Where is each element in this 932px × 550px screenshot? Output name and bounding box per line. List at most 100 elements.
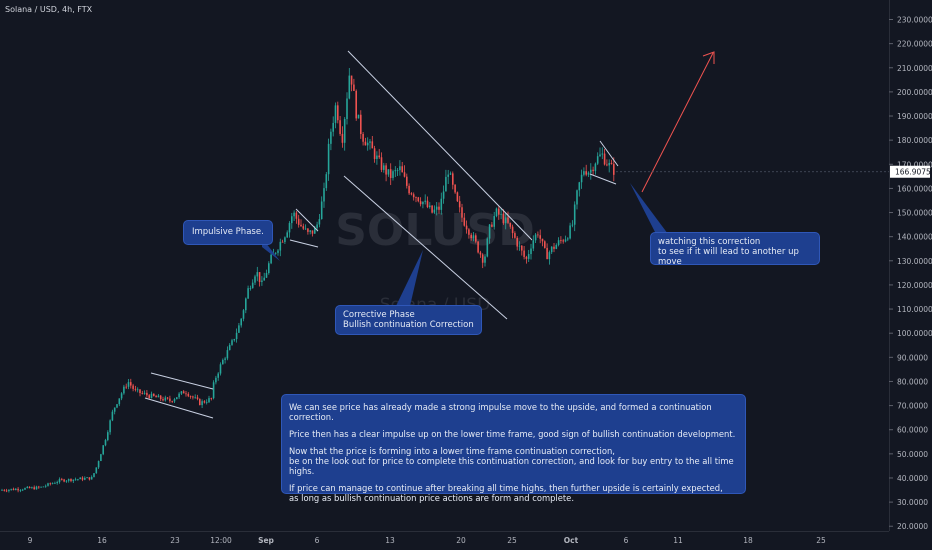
candle-body xyxy=(164,397,167,401)
candle-body xyxy=(288,223,291,233)
trend-line[interactable] xyxy=(589,173,617,185)
x-tick-label: 13 xyxy=(385,536,395,545)
candle-body xyxy=(26,486,29,488)
candle-body xyxy=(461,207,463,218)
candle-body xyxy=(442,191,445,199)
candle-body xyxy=(222,359,224,365)
candle-body xyxy=(410,193,413,195)
y-tick-label: 230.0000 xyxy=(897,16,932,25)
candle-body xyxy=(24,487,26,490)
candle-body xyxy=(77,479,79,480)
candle-body xyxy=(28,486,31,489)
candle-body xyxy=(555,244,558,249)
candle-body xyxy=(185,393,187,395)
candle-body xyxy=(350,75,353,85)
candle-body xyxy=(343,119,346,143)
candle-body xyxy=(182,391,185,394)
watching-callout: watching this correction to see if it wi… xyxy=(650,232,820,267)
candle-body xyxy=(339,120,341,134)
candle-body xyxy=(509,222,512,227)
candle-body xyxy=(470,234,472,239)
candle-body xyxy=(580,174,583,183)
candle-body xyxy=(435,206,438,210)
candle-body xyxy=(314,227,316,234)
candle-body xyxy=(500,213,502,215)
candle-body xyxy=(19,489,22,491)
candle-body xyxy=(440,198,443,210)
candle-body xyxy=(392,171,394,178)
candle-body xyxy=(493,216,495,227)
candle-body xyxy=(371,141,374,149)
candle-body xyxy=(67,478,70,481)
candle-body xyxy=(327,143,330,175)
candle-body xyxy=(360,114,362,134)
candle-body xyxy=(495,208,498,217)
candle-body xyxy=(369,141,371,143)
y-tick-label: 120.0000 xyxy=(897,281,932,290)
y-tick-label: 40.0000 xyxy=(897,474,928,483)
candle-body xyxy=(544,241,546,248)
candle-body xyxy=(603,153,606,165)
candle-body xyxy=(539,235,541,239)
symbol-title: Solana / USD, 4h, FTX xyxy=(5,5,93,14)
candle-body xyxy=(100,454,102,462)
candle-body xyxy=(514,233,516,238)
forecast-arrow[interactable] xyxy=(641,52,714,193)
candle-body xyxy=(81,477,84,480)
candle-body xyxy=(449,173,452,175)
trend-line[interactable] xyxy=(150,372,214,390)
candle-body xyxy=(553,246,555,249)
candle-body xyxy=(518,245,521,247)
candle-body xyxy=(592,169,594,172)
candle-body xyxy=(180,391,183,394)
candle-body xyxy=(304,228,307,230)
candle-body xyxy=(463,217,466,226)
trend-line[interactable] xyxy=(347,50,533,241)
candle-body xyxy=(176,397,178,400)
candle-body xyxy=(504,217,507,224)
trend-line[interactable] xyxy=(343,175,508,320)
candle-body xyxy=(569,225,571,239)
candle-body xyxy=(127,382,130,387)
candle-body xyxy=(70,478,72,482)
watching-line-2: to see if it will lead to another up mov… xyxy=(658,247,799,267)
candle-body xyxy=(286,232,288,238)
candle-body xyxy=(247,288,249,299)
summary-line: If price can manage to continue after br… xyxy=(289,483,723,493)
candle-body xyxy=(63,479,65,482)
candle-body xyxy=(332,122,334,132)
summary-line: as long as bullish continuation price ac… xyxy=(289,493,574,503)
trend-line[interactable] xyxy=(289,239,319,248)
trend-line[interactable] xyxy=(295,208,319,232)
trend-lines[interactable] xyxy=(144,50,619,419)
candle-body xyxy=(263,277,265,281)
candle-body xyxy=(233,339,236,341)
candle-body xyxy=(159,395,162,400)
candle-body xyxy=(141,393,144,394)
candle-body xyxy=(146,392,148,396)
candle-body xyxy=(116,404,118,408)
x-tick-label: 6 xyxy=(315,536,320,545)
candle-body xyxy=(454,184,456,193)
summary-line: Price then has a clear impulse up on the… xyxy=(289,429,736,439)
last-price-badge xyxy=(890,165,930,178)
watching-line-1: watching this correction xyxy=(658,237,761,247)
candle-body xyxy=(212,382,215,399)
trend-line[interactable] xyxy=(599,140,619,167)
candle-body xyxy=(334,105,337,123)
candle-body xyxy=(277,250,279,253)
corrective-phase-title: Corrective Phase xyxy=(343,310,415,320)
candle-body xyxy=(107,432,109,441)
candle-body xyxy=(300,224,302,227)
candle-body xyxy=(399,166,401,171)
candle-body xyxy=(157,395,160,398)
candle-body xyxy=(123,386,125,394)
trend-line[interactable] xyxy=(144,397,214,419)
candle-body xyxy=(389,169,392,178)
candle-body xyxy=(203,401,206,403)
candle-body xyxy=(291,216,293,224)
candle-body xyxy=(537,234,539,236)
candle-body xyxy=(245,298,247,311)
